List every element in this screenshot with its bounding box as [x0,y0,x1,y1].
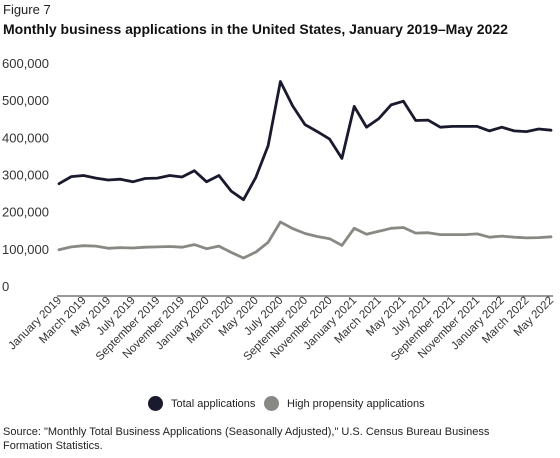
figure-label: Figure 7 [3,2,51,17]
source-note: Source: "Monthly Total Business Applicat… [3,426,490,452]
y-tick-label: 500,000 [2,93,49,108]
legend: Total applications High propensity appli… [0,396,560,416]
y-tick-label: 600,000 [2,56,49,71]
y-tick-label: 200,000 [2,205,49,220]
y-tick-label: 400,000 [2,130,49,145]
legend-swatch-total [148,396,163,411]
line-chart: 0 100,000 200,000 300,000 400,000 500,000 600,… [2,56,556,364]
series-line-high-propensity-applications [57,220,553,260]
legend-swatch-high-propensity [264,396,279,411]
y-axis: 0 100,000 200,000 300,000 400,000 500,000 600,… [2,56,49,294]
chart-title: Monthly business applications in the Uni… [3,21,508,37]
series-line-total-applications [57,80,553,202]
y-tick-label: 0 [2,279,9,294]
legend-label-high-propensity: High propensity applications [287,397,425,410]
legend-item-total: Total applications [148,396,255,411]
legend-item-high-propensity: High propensity applications [264,396,425,411]
y-tick-label: 300,000 [2,168,49,183]
series-lines [57,80,553,260]
legend-label-total: Total applications [171,397,256,410]
y-tick-label: 100,000 [2,242,49,257]
